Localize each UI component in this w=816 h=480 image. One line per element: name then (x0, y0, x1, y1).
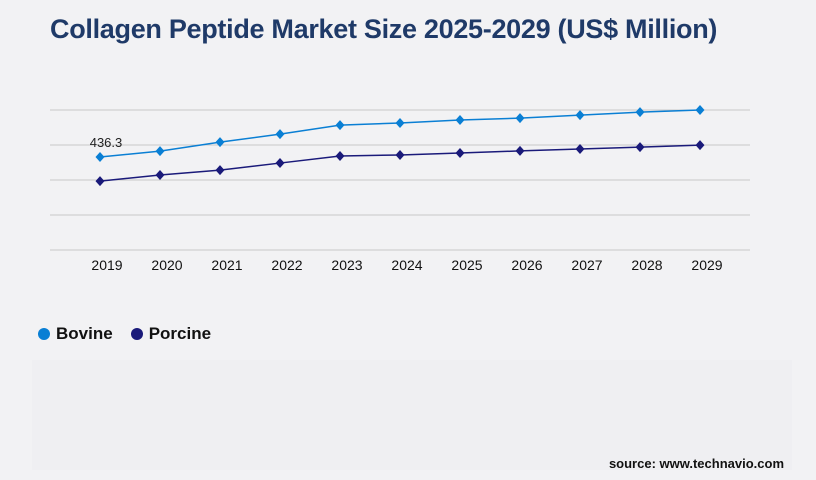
x-tick-label: 2020 (151, 257, 182, 273)
data-point-porcine (635, 142, 645, 153)
legend-label: Porcine (148, 324, 212, 343)
data-point-porcine (515, 145, 525, 156)
data-point-bovine (215, 137, 225, 148)
data-point-bovine (275, 129, 285, 140)
data-point-bovine (575, 110, 585, 121)
data-point-porcine (95, 176, 105, 187)
source-text: source: www.technavio.com (608, 456, 784, 471)
data-point-porcine (275, 158, 285, 169)
legend-item-bovine[interactable]: Bovine (38, 324, 113, 344)
x-tick-label: 2026 (511, 257, 542, 273)
x-tick-label: 2023 (331, 257, 362, 273)
data-point-bovine (635, 107, 645, 118)
x-tick-label: 2028 (631, 257, 662, 273)
legend-item-porcine[interactable]: Porcine (130, 324, 212, 344)
data-label: 436.3 (90, 135, 123, 150)
x-tick-label: 2027 (571, 257, 602, 273)
data-point-porcine (695, 140, 705, 151)
bovine-marker-icon (38, 328, 50, 340)
data-point-porcine (575, 143, 585, 154)
data-point-bovine (155, 146, 165, 157)
data-point-porcine (155, 169, 165, 180)
data-point-bovine (455, 115, 465, 126)
data-point-porcine (455, 148, 465, 159)
chart-title: Collagen Peptide Market Size 2025-2029 (… (50, 14, 718, 44)
x-tick-label: 2019 (91, 257, 122, 273)
data-point-bovine (395, 117, 405, 128)
data-point-bovine (95, 152, 105, 163)
data-point-bovine (515, 113, 525, 124)
legend-label: Bovine (56, 324, 113, 343)
x-tick-label: 2029 (691, 257, 722, 273)
x-tick-label: 2025 (451, 257, 482, 273)
data-point-bovine (695, 105, 705, 115)
legend: Bovine Porcine (38, 324, 211, 344)
x-tick-label: 2022 (271, 257, 302, 273)
x-tick-label: 2021 (211, 257, 242, 273)
porcine-marker-icon (130, 328, 143, 340)
data-point-porcine (215, 165, 225, 176)
x-tick-label: 2024 (391, 257, 422, 273)
data-point-bovine (335, 120, 345, 131)
data-point-porcine (335, 151, 345, 162)
line-chart: 2019 2020 2021 2022 2023 2024 2025 2026 2027 2028… (50, 105, 750, 273)
data-point-porcine (395, 149, 405, 160)
background-panel (32, 360, 792, 470)
